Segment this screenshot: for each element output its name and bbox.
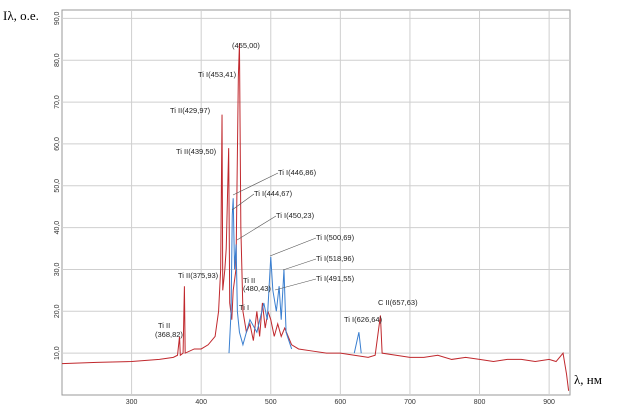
y-tick-label: 80,0 [54,53,61,67]
leader-line [236,215,277,241]
x-tick-label: 900 [543,399,555,406]
y-tick-label: 20,0 [54,304,61,318]
plot-area [61,9,571,396]
annotation: (480,43) [243,284,271,293]
x-tick-label: 500 [265,399,277,406]
x-tick-label: 300 [126,399,138,406]
y-tick-label: 40,0 [54,221,61,235]
annotation: Ti II(439,50) [176,147,217,156]
annotation: Ti II [243,276,255,285]
annotation: Ti I(518,96) [316,254,355,263]
y-tick-label: 60,0 [54,137,61,151]
y-tick-label: 50,0 [54,179,61,193]
y-tick-label: 10,0 [54,346,61,360]
annotation: Ti II [158,321,170,330]
x-tick-label: 600 [335,399,347,406]
annotation: Ti I(491,55) [316,274,355,283]
y-tick-label: 70,0 [54,95,61,109]
leader-line [231,193,255,211]
x-tick-label: 400 [195,399,207,406]
leader-line [274,278,317,291]
annotation: Ti I(446,86) [278,168,317,177]
annotation: Ti I(450,23) [276,211,315,220]
annotation: Ti II(375,93) [178,271,219,280]
x-tick-label: 800 [474,399,486,406]
y-tick-label: 30,0 [54,263,61,277]
spectrum-line [61,43,570,391]
leader-line [282,258,317,271]
spectrum-line [228,198,362,354]
annotation: Ti I(626,64) [344,315,383,324]
leader-line [269,237,317,257]
annotation: (368,82) [155,330,183,339]
x-axis-label: λ, нм [574,372,602,387]
annotation: C II(657,63) [378,298,418,307]
x-tick-label: 700 [404,399,416,406]
annotation: Ti I(500,69) [316,233,355,242]
annotation: Ti I(444,67) [254,189,293,198]
y-axis-label: Iλ, o.e. [3,8,39,23]
annotation: Ti II(429,97) [170,106,211,115]
y-tick-label: 90,0 [54,11,61,25]
annotation: Ti I(453,41) [198,70,237,79]
leader-line [232,172,279,196]
annotation: Ti I [239,303,249,312]
annotation: (455,00) [232,41,260,50]
